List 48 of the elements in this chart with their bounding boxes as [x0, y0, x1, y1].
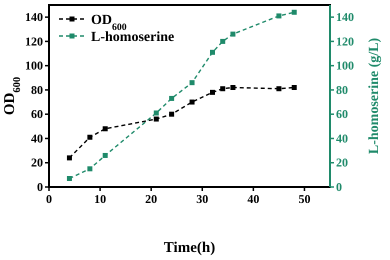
y-tick-label: 100 — [25, 58, 43, 73]
y-tick-label: 80 — [31, 82, 43, 97]
x-axis-title: Time(h) — [164, 240, 216, 256]
point — [292, 10, 297, 15]
point — [87, 134, 92, 140]
point — [87, 166, 92, 172]
point — [169, 96, 174, 101]
x-tick-label: 20 — [145, 192, 158, 206]
x-tick-label: 10 — [94, 192, 106, 206]
point — [154, 116, 159, 122]
y2-tick-label: 100 — [336, 58, 354, 73]
y-tick-label: 40 — [31, 131, 43, 146]
point — [292, 85, 297, 90]
point — [210, 90, 215, 95]
y-tick-label: 140 — [25, 10, 43, 24]
x-tick-label: 50 — [298, 192, 310, 206]
point — [230, 85, 236, 90]
point — [66, 176, 72, 182]
y-tick-label: 60 — [31, 107, 43, 122]
point — [220, 38, 226, 44]
y-tick-label: 120 — [25, 34, 43, 48]
y2-tick-label: 20 — [336, 156, 348, 170]
y-tick-label: 0 — [37, 180, 43, 194]
legend-label: L-homoserine — [91, 30, 174, 45]
point — [102, 126, 108, 132]
point — [190, 80, 195, 86]
y-tick-label: 20 — [31, 156, 43, 170]
y2-tick-label: 140 — [336, 10, 354, 24]
y2-tick-label: 120 — [336, 34, 354, 48]
point — [220, 86, 226, 92]
x-tick-label: 30 — [196, 192, 208, 206]
y2-axis-title: L-homoserine (g/L) — [367, 38, 382, 154]
point — [190, 100, 195, 105]
y2-tick-label: 40 — [336, 131, 348, 146]
point — [66, 155, 72, 160]
legend-label: OD$_{600}$ — [91, 13, 127, 32]
point — [276, 86, 282, 92]
y2-tick-label: 0 — [336, 180, 342, 194]
point — [102, 152, 108, 158]
y2-tick-label: 60 — [336, 107, 348, 122]
point — [154, 110, 159, 116]
point — [230, 32, 236, 37]
y2-tick-label: 80 — [336, 82, 348, 97]
point — [276, 13, 282, 18]
point — [169, 112, 174, 117]
x-tick-label: 40 — [247, 192, 260, 206]
point — [210, 50, 215, 55]
x-tick-label: 0 — [46, 192, 52, 206]
